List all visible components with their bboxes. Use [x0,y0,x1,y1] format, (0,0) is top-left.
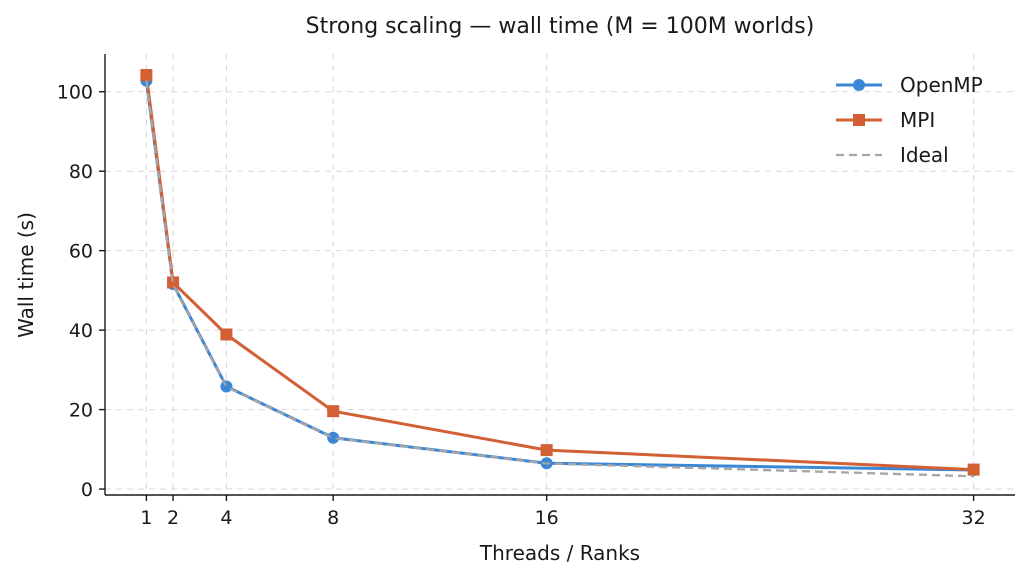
chart-title: Strong scaling — wall time (M = 100M wor… [306,14,815,39]
legend-marker-mpi [853,114,865,126]
y-tick-label: 20 [69,400,93,422]
x-tick-label: 1 [140,507,152,529]
data-point-mpi [167,276,180,289]
data-point-mpi [327,405,340,418]
y-axis-label: Wall time (s) [14,212,38,338]
legend-label-ideal: Ideal [900,143,949,167]
y-tick-label: 0 [81,479,93,501]
x-tick-label: 16 [535,507,559,529]
axes: 1 2 4 8 16 32 0 20 40 60 80 100 [57,54,1015,529]
grid [105,54,1015,495]
legend-label-openmp: OpenMP [900,73,983,97]
series-line-ideal-overlay [145,80,974,478]
data-point-mpi [967,463,980,476]
series-line-ideal [145,80,974,478]
data-point-mpi [540,444,553,457]
legend: OpenMP MPI Ideal [836,73,983,167]
series-line-mpi [144,74,974,472]
data-point-mpi [220,328,233,341]
x-tick-label: 4 [220,507,232,529]
x-tick-label: 2 [167,507,179,529]
x-tick-label: 8 [327,507,339,529]
data-point-openmp [327,431,340,444]
plot-area [140,69,980,478]
legend-marker-openmp [853,79,865,91]
y-tick-label: 60 [69,241,93,263]
series-line-openmp [144,80,974,472]
y-tick-label: 80 [69,161,93,183]
y-tick-label: 40 [69,320,93,342]
x-tick-label: 32 [962,507,986,529]
legend-label-mpi: MPI [900,108,935,132]
y-tick-label: 100 [57,82,93,104]
data-point-mpi [140,69,153,82]
data-point-openmp [220,380,233,393]
x-axis-label: Threads / Ranks [479,541,640,565]
